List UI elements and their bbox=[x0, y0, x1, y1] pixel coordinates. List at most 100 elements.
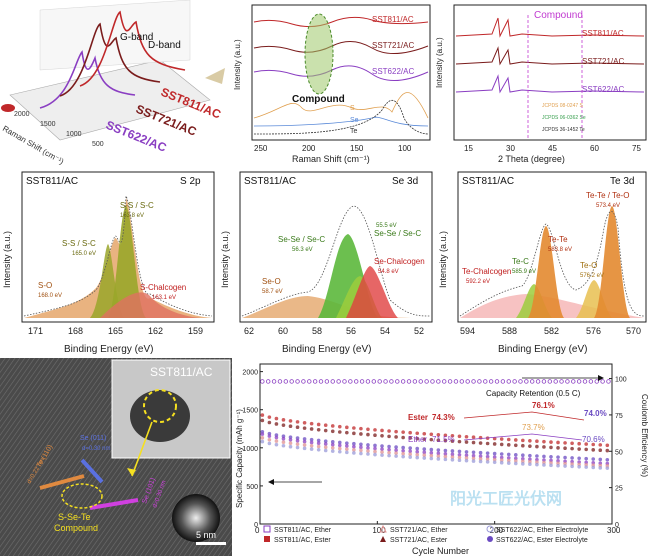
xps-te-peak-tete2 bbox=[594, 206, 630, 318]
ce-point bbox=[506, 379, 511, 384]
xps-te-envelope bbox=[459, 211, 645, 317]
data-point bbox=[528, 439, 532, 443]
data-point bbox=[337, 449, 342, 454]
data-point bbox=[542, 460, 546, 465]
xps-te-orbital: Te 3d bbox=[610, 176, 634, 187]
xrd-ref-te: JCPDS 36-1452 Te bbox=[542, 127, 585, 133]
xps-s-value: 168.0 eV bbox=[38, 293, 62, 299]
xps-se-label: Se-Se / Se-C bbox=[374, 229, 421, 238]
xrd-label-622: SST622/AC bbox=[582, 85, 624, 94]
data-point bbox=[598, 443, 603, 447]
xrd-label-811: SST811/AC bbox=[582, 29, 624, 38]
data-point bbox=[535, 454, 539, 458]
data-point bbox=[513, 461, 518, 466]
data-point bbox=[492, 451, 497, 456]
data-point bbox=[345, 450, 349, 455]
data-point bbox=[352, 431, 356, 436]
data-point bbox=[309, 440, 314, 445]
data-point bbox=[443, 433, 448, 438]
xps-te-label: Te-Chalcogen bbox=[462, 267, 511, 276]
data-point bbox=[457, 452, 462, 457]
data-point bbox=[309, 437, 314, 442]
ce-point bbox=[547, 379, 553, 384]
tem-inset-particle bbox=[130, 390, 190, 442]
raman-zoom-frame bbox=[251, 4, 431, 141]
ce-point bbox=[266, 379, 271, 384]
tem-dspacing: d=0.30 nm bbox=[82, 446, 111, 452]
data-point bbox=[513, 438, 518, 442]
ce-point bbox=[571, 379, 576, 384]
data-point bbox=[337, 443, 342, 448]
data-point bbox=[577, 447, 581, 451]
data-point bbox=[478, 459, 483, 464]
data-point bbox=[535, 444, 539, 449]
data-point bbox=[556, 463, 560, 468]
data-point bbox=[316, 441, 321, 446]
data-point bbox=[316, 427, 321, 432]
legend-item: SST811/AC, Ether bbox=[263, 525, 332, 534]
raman-zoom-ref-te bbox=[253, 100, 429, 135]
data-point bbox=[485, 460, 490, 464]
data-point bbox=[260, 413, 265, 417]
data-point bbox=[401, 451, 405, 456]
xps-te-value: 585.9 eV bbox=[512, 269, 536, 275]
data-point bbox=[549, 463, 553, 468]
raman-zoom-label-622: SST622/AC bbox=[372, 67, 414, 76]
data-point bbox=[366, 446, 370, 450]
cycling-xlabel: Cycle Number bbox=[412, 546, 469, 556]
data-point bbox=[506, 456, 511, 460]
ce-point bbox=[260, 379, 265, 384]
data-point bbox=[274, 416, 279, 421]
data-point bbox=[478, 441, 483, 445]
data-point bbox=[443, 457, 448, 462]
data-point bbox=[267, 434, 272, 438]
data-point bbox=[387, 450, 391, 455]
legend-marker bbox=[380, 536, 386, 542]
xps-s-label: S-Chalcogen bbox=[140, 283, 186, 292]
xrd-xtick: 60 bbox=[590, 144, 599, 153]
data-point bbox=[415, 436, 420, 441]
data-point bbox=[415, 455, 420, 460]
y2-tick-label: 50 bbox=[615, 449, 623, 456]
data-point bbox=[302, 420, 307, 425]
data-point bbox=[288, 444, 293, 449]
xps-te-xtick: 570 bbox=[626, 326, 641, 336]
raman-3d-back bbox=[39, 0, 191, 71]
xrd-compound: Compound bbox=[534, 10, 583, 21]
tem-panel: SST811/AC Te (110) Se (011) Se (101) d=0… bbox=[0, 358, 232, 556]
legend-label: SST811/AC, Ether bbox=[274, 527, 332, 534]
ce-point bbox=[307, 379, 312, 384]
data-point bbox=[429, 432, 434, 437]
data-point bbox=[330, 429, 335, 434]
xps-te-value: 573.4 eV bbox=[596, 203, 620, 209]
data-point bbox=[492, 455, 497, 459]
y-tick-label: 1000 bbox=[242, 446, 258, 453]
data-point bbox=[394, 454, 398, 458]
data-point bbox=[330, 449, 335, 453]
cycling-retention-label-value: 70.6% bbox=[582, 435, 605, 444]
legend-item: SST721/AC, Ester bbox=[380, 536, 448, 544]
data-point bbox=[373, 446, 377, 451]
y2-tick-label: 0 bbox=[615, 522, 619, 529]
raman-3d-arrow bbox=[205, 68, 225, 84]
cycling-series bbox=[260, 413, 610, 470]
xps-s-xtick: 165 bbox=[108, 326, 123, 336]
data-point bbox=[506, 443, 511, 447]
data-point bbox=[563, 441, 567, 445]
xps-se-orbital: Se 3d bbox=[392, 176, 418, 187]
cycling-retention-label-value: 74.0% bbox=[584, 409, 607, 418]
xps-se-xtick: 60 bbox=[278, 326, 288, 336]
tem-inset-circle bbox=[143, 389, 177, 423]
xps-se-ylabel: Intensity (a.u.) bbox=[220, 231, 230, 288]
data-point bbox=[267, 415, 272, 419]
tem-pointer-arrowhead bbox=[127, 468, 136, 476]
tem-compound-line2: Compound bbox=[54, 523, 98, 533]
data-point bbox=[542, 445, 546, 449]
data-point bbox=[366, 443, 370, 447]
data-point bbox=[408, 449, 412, 454]
data-point bbox=[380, 428, 384, 433]
data-point bbox=[387, 444, 391, 449]
legend-label: SST622/AC, Ether Electrolyte bbox=[496, 527, 588, 534]
xps-s-peak-chalc bbox=[100, 292, 200, 318]
xps-te-xtick: 594 bbox=[460, 326, 475, 336]
